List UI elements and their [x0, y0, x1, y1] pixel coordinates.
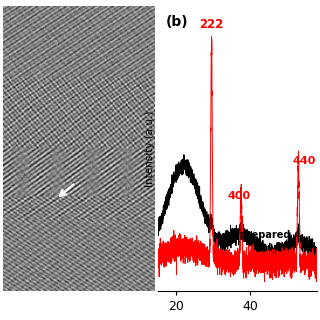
Text: 222: 222 — [199, 18, 224, 31]
Text: As prepared: As prepared — [223, 230, 290, 240]
Y-axis label: Intensity (a.u.): Intensity (a.u.) — [145, 110, 155, 187]
Text: 400: 400 — [228, 191, 251, 201]
Text: 440: 440 — [292, 156, 316, 166]
Text: (b): (b) — [166, 15, 188, 29]
